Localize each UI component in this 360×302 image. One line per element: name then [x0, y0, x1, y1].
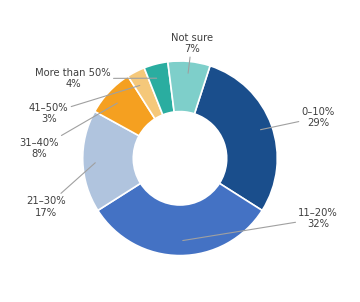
Text: 0–10%
29%: 0–10% 29% — [261, 107, 335, 130]
Wedge shape — [98, 183, 262, 255]
Wedge shape — [168, 61, 210, 114]
Text: 11–20%
32%: 11–20% 32% — [183, 208, 338, 241]
Text: 21–30%
17%: 21–30% 17% — [26, 163, 95, 218]
Text: 41–50%
3%: 41–50% 3% — [29, 85, 140, 124]
Wedge shape — [144, 62, 174, 115]
Wedge shape — [194, 66, 277, 210]
Text: Not sure
7%: Not sure 7% — [171, 33, 213, 73]
Wedge shape — [128, 68, 163, 119]
Wedge shape — [95, 76, 155, 136]
Wedge shape — [83, 111, 140, 210]
Text: More than 50%
4%: More than 50% 4% — [35, 68, 157, 89]
Text: 31–40%
8%: 31–40% 8% — [19, 103, 117, 159]
